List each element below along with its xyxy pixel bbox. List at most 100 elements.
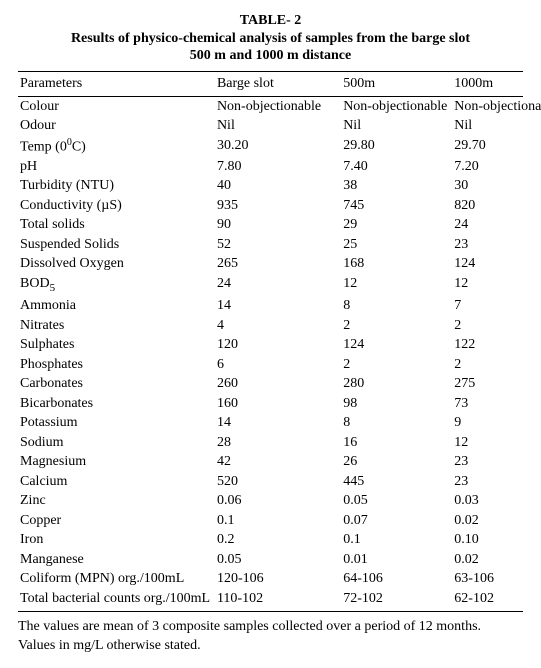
cell-parameter: Bicarbonates [18,394,215,414]
cell-500m: 29.80 [341,136,452,157]
cell-500m: 64-106 [341,569,452,589]
table-notes: The values are mean of 3 composite sampl… [18,618,523,656]
col-barge-slot: Barge slot [215,71,341,96]
table-row: Zinc0.060.050.03 [18,491,523,511]
cell-500m: 0.07 [341,511,452,531]
cell-1000m: 12 [452,274,523,297]
cell-barge-slot: 520 [215,472,341,492]
cell-parameter: Potassium [18,413,215,433]
cell-1000m: 124 [452,254,523,274]
table-row: Total bacterial counts org./100mL110-102… [18,589,523,612]
cell-barge-slot: 42 [215,452,341,472]
cell-parameter: Ammonia [18,296,215,316]
table-row: ColourNon-objectionableNon-objectionable… [18,96,523,116]
table-row: pH7.807.407.20 [18,157,523,177]
cell-parameter: Zinc [18,491,215,511]
cell-barge-slot: 4 [215,316,341,336]
cell-1000m: 122 [452,335,523,355]
cell-500m: 72-102 [341,589,452,612]
cell-parameter: Copper [18,511,215,531]
cell-500m: 8 [341,413,452,433]
cell-barge-slot: 120 [215,335,341,355]
cell-parameter: Temp (00C) [18,136,215,157]
cell-500m: 29 [341,215,452,235]
cell-barge-slot: 30.20 [215,136,341,157]
cell-parameter: Manganese [18,550,215,570]
cell-parameter: Odour [18,116,215,136]
cell-500m: 25 [341,235,452,255]
cell-barge-slot: 6 [215,355,341,375]
cell-500m: 7.40 [341,157,452,177]
cell-barge-slot: 120-106 [215,569,341,589]
cell-500m: 0.05 [341,491,452,511]
cell-parameter: Sulphates [18,335,215,355]
cell-500m: 16 [341,433,452,453]
cell-1000m: 2 [452,316,523,336]
table-row: OdourNilNilNil [18,116,523,136]
table-row: Carbonates260280275 [18,374,523,394]
cell-500m: 445 [341,472,452,492]
note-line-1: The values are mean of 3 composite sampl… [18,618,523,637]
cell-500m: 12 [341,274,452,297]
table-row: BOD5241212 [18,274,523,297]
cell-parameter: Colour [18,96,215,116]
title-line-2: Results of physico-chemical analysis of … [18,30,523,48]
cell-parameter: Sodium [18,433,215,453]
cell-500m: 2 [341,355,452,375]
cell-1000m: 0.03 [452,491,523,511]
cell-barge-slot: 935 [215,196,341,216]
table-row: Nitrates422 [18,316,523,336]
cell-parameter: Nitrates [18,316,215,336]
cell-500m: 280 [341,374,452,394]
title-line-3: 500 m and 1000 m distance [18,47,523,65]
col-parameters: Parameters [18,71,215,96]
cell-1000m: 7.20 [452,157,523,177]
cell-parameter: Dissolved Oxygen [18,254,215,274]
cell-parameter: Suspended Solids [18,235,215,255]
cell-barge-slot: 265 [215,254,341,274]
cell-1000m: 7 [452,296,523,316]
cell-1000m: Non-objectionable [452,96,523,116]
cell-1000m: 23 [452,472,523,492]
table-row: Sodium281612 [18,433,523,453]
cell-1000m: 2 [452,355,523,375]
table-row: Coliform (MPN) org./100mL120-10664-10663… [18,569,523,589]
cell-parameter: pH [18,157,215,177]
col-500m: 500m [341,71,452,96]
cell-500m: 0.01 [341,550,452,570]
cell-barge-slot: 0.1 [215,511,341,531]
cell-1000m: 24 [452,215,523,235]
cell-barge-slot: Non-objectionable [215,96,341,116]
cell-500m: 8 [341,296,452,316]
cell-500m: Nil [341,116,452,136]
cell-500m: Non-objectionable [341,96,452,116]
table-row: Ammonia1487 [18,296,523,316]
cell-parameter: Turbidity (NTU) [18,176,215,196]
note-line-2: Values in mg/L otherwise stated. [18,637,523,656]
table-row: Magnesium422623 [18,452,523,472]
cell-barge-slot: 160 [215,394,341,414]
results-table: Parameters Barge slot 500m 1000m ColourN… [18,71,523,613]
cell-barge-slot: 0.2 [215,530,341,550]
cell-1000m: 23 [452,452,523,472]
cell-parameter: Conductivity (µS) [18,196,215,216]
cell-500m: 38 [341,176,452,196]
cell-500m: 124 [341,335,452,355]
cell-parameter: Carbonates [18,374,215,394]
cell-1000m: 73 [452,394,523,414]
cell-parameter: Total solids [18,215,215,235]
table-row: Manganese0.050.010.02 [18,550,523,570]
cell-1000m: 9 [452,413,523,433]
cell-barge-slot: 40 [215,176,341,196]
cell-500m: 98 [341,394,452,414]
cell-barge-slot: 14 [215,413,341,433]
cell-parameter: BOD5 [18,274,215,297]
table-row: Turbidity (NTU)403830 [18,176,523,196]
cell-500m: 745 [341,196,452,216]
cell-500m: 2 [341,316,452,336]
table-row: Total solids902924 [18,215,523,235]
table-header-row: Parameters Barge slot 500m 1000m [18,71,523,96]
cell-parameter: Phosphates [18,355,215,375]
cell-1000m: 0.02 [452,511,523,531]
cell-barge-slot: 0.06 [215,491,341,511]
